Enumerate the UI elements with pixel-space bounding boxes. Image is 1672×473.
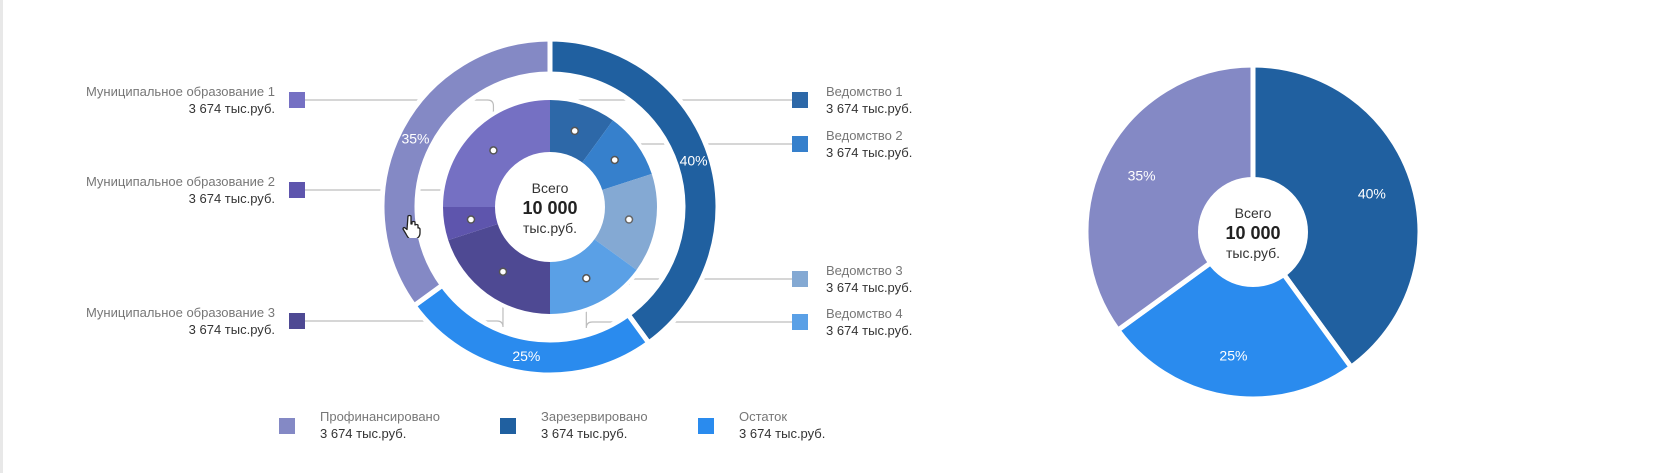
inner-slice-dept3	[592, 173, 657, 270]
callout-swatch-dept2	[792, 136, 808, 152]
donut-chart-simple: 40% 25% 35% Всего 10 000 тыс.руб.	[1083, 62, 1423, 402]
legend-value-2: 3 674 тыс.руб.	[739, 426, 826, 441]
callout-label-dept3: Ведомство 3 3 674 тыс.руб.	[826, 262, 912, 296]
legend-swatch-2	[698, 418, 714, 434]
simple-slice-remainder	[1114, 228, 1355, 402]
callout-label-mun1: Муниципальное образование 1 3 674 тыс.руб…	[86, 83, 275, 117]
callout-swatch-dept1	[792, 92, 808, 108]
simple-label-financed: 35%	[1128, 167, 1156, 183]
callout-swatch-dept3	[792, 271, 808, 287]
callout-line-mun3	[305, 271, 504, 328]
hand-cursor-icon	[402, 214, 421, 238]
legend-value-0: 3 674 тыс.руб.	[320, 426, 407, 441]
donut2-center-unit: тыс.руб.	[1226, 245, 1280, 261]
callout-value-dept4: 3 674 тыс.руб.	[826, 323, 913, 338]
callout-label-dept2: Ведомство 2 3 674 тыс.руб.	[826, 127, 912, 161]
donut1-center-hole	[495, 152, 605, 262]
donut2-center-hole	[1198, 177, 1308, 287]
left-border	[0, 0, 3, 473]
callout-point-mun2	[466, 215, 476, 224]
outer-slice-reserved	[547, 36, 721, 347]
donut1-center-value: 10 000	[522, 198, 577, 218]
donut-chart-detailed: 40% 25% 35% Всего 10 000 тыс.руб.	[379, 36, 721, 378]
callout-name-mun2: Муниципальное образование 2	[85, 174, 275, 189]
donut1-center-unit: тыс.руб.	[523, 220, 577, 236]
simple-slice-reserved	[1250, 62, 1423, 371]
callout-value-mun2: 3 674 тыс.руб.	[188, 191, 275, 206]
callout-value-mun3: 3 674 тыс.руб.	[188, 322, 275, 337]
simple-label-remainder: 25%	[1219, 347, 1247, 363]
callout-label-dept4: Ведомство 4 3 674 тыс.руб.	[826, 305, 912, 339]
callout-point-mun1	[489, 146, 498, 155]
donut1-center-label: Всего	[532, 180, 569, 196]
callout-point-dept3	[624, 215, 634, 224]
legend-name-1: Зарезервировано	[541, 409, 648, 424]
callout-label-mun3: Муниципальное образование 3 3 674 тыс.руб…	[86, 304, 275, 338]
simple-label-reserved: 40%	[1358, 185, 1386, 201]
callout-name-dept3: Ведомство 3	[826, 263, 903, 278]
callout-point-mun3	[498, 267, 508, 276]
inner-slice-mun3	[448, 223, 550, 314]
legend-item-1: Зарезервировано 3 674 тыс.руб.	[541, 408, 648, 442]
callout-value-dept1: 3 674 тыс.руб.	[826, 101, 913, 116]
callout-line-dept4	[585, 278, 792, 329]
legend-swatch-1	[500, 418, 516, 434]
callout-name-dept1: Ведомство 1	[826, 84, 903, 99]
legend-value-1: 3 674 тыс.руб.	[541, 426, 628, 441]
inner-slice-dept2	[580, 120, 652, 191]
callout-point-dept1	[570, 126, 579, 136]
simple-slice-financed	[1083, 62, 1256, 334]
callout-swatch-mun2	[289, 182, 305, 198]
callout-value-dept3: 3 674 тыс.руб.	[826, 280, 913, 295]
callout-name-mun1: Муниципальное образование 1	[85, 84, 275, 99]
legend-item-2: Остаток 3 674 тыс.руб.	[739, 408, 825, 442]
callout-swatch-mun1	[289, 92, 305, 108]
legend-swatch-0	[279, 418, 295, 434]
callout-point-dept4	[582, 274, 591, 283]
outer-label-financed: 35%	[401, 130, 429, 146]
outer-slice-financed	[379, 36, 553, 310]
legend-name-0: Профинансировано	[320, 409, 440, 424]
callout-value-dept2: 3 674 тыс.руб.	[826, 145, 913, 160]
legend-name-2: Остаток	[739, 409, 788, 424]
callout-line-mun1	[305, 99, 495, 151]
callout-points	[466, 126, 634, 283]
callout-label-dept1: Ведомство 1 3 674 тыс.руб.	[826, 83, 912, 117]
outer-label-remainder: 25%	[512, 348, 540, 364]
callout-swatch-dept4	[792, 314, 808, 330]
outer-label-reserved: 40%	[680, 152, 708, 168]
callout-swatch-mun3	[289, 313, 305, 329]
donut2-center-label: Всего	[1235, 205, 1272, 221]
donut2-center-value: 10 000	[1225, 223, 1280, 243]
callout-point-dept2	[610, 155, 619, 165]
legend-item-0: Профинансировано 3 674 тыс.руб.	[320, 408, 440, 442]
callout-value-mun1: 3 674 тыс.руб.	[188, 101, 275, 116]
callout-name-dept2: Ведомство 2	[826, 128, 903, 143]
callout-name-dept4: Ведомство 4	[826, 306, 903, 321]
callout-name-mun3: Муниципальное образование 3	[85, 305, 275, 320]
inner-slice-mun1	[443, 100, 550, 207]
callout-label-mun2: Муниципальное образование 2 3 674 тыс.руб…	[86, 173, 275, 207]
inner-slice-dept1	[550, 100, 613, 165]
